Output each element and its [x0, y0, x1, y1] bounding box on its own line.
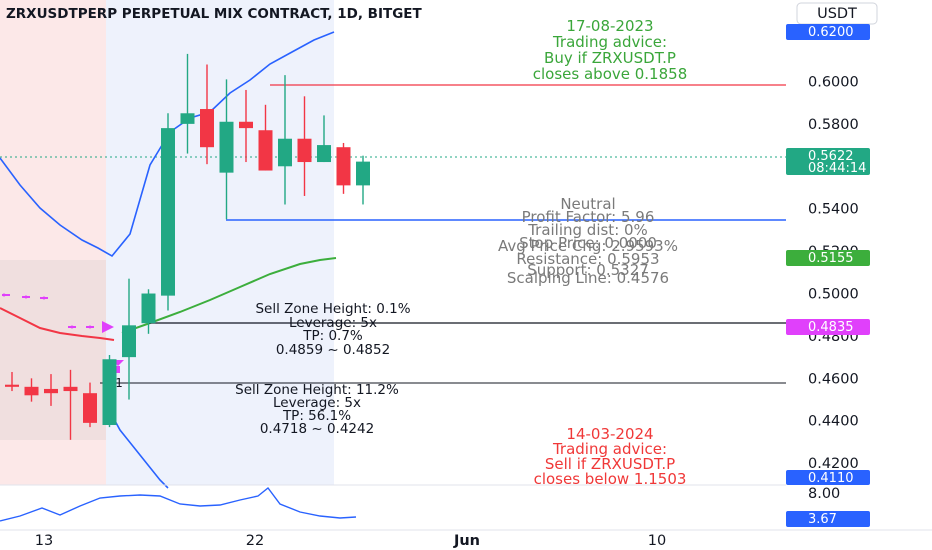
blue-shade-region: [106, 0, 334, 485]
candle-body: [356, 161, 370, 186]
sell-zone-lower: Sell Zone Height: 11.2% Leverage: 5x TP:…: [235, 382, 399, 437]
candle-body: [122, 325, 136, 358]
candle-body: [200, 109, 214, 148]
candle-body: [24, 386, 39, 396]
currency-label: USDT: [817, 6, 857, 22]
tag-current-bg: [786, 148, 870, 175]
sell-advice-block: 14-03-2024 Trading advice: Sell if ZRXUS…: [534, 425, 687, 488]
tag-bottom-value: 0.4110: [808, 471, 854, 486]
x-tick-label: Jun: [453, 533, 480, 549]
tag-top-value: 0.6200: [808, 25, 854, 40]
magenta-dash-markers: [2, 293, 94, 329]
red-average-line: [0, 307, 115, 341]
tag-current-value: 0.5622: [808, 149, 854, 164]
price-tick-label: 0.4600: [808, 371, 859, 387]
stat-profit-factor: Profit Factor: 5.96: [522, 208, 655, 226]
zone-lower-tp: TP: 56.1%: [282, 408, 351, 424]
candle-body: [317, 145, 331, 163]
tag-top-bg: [786, 24, 870, 40]
price-tick-label: 0.5400: [808, 202, 859, 218]
candle-body: [161, 128, 175, 296]
price-axis-bg: [786, 0, 932, 550]
stat-scalping: Scalping Line: 0.4576: [507, 269, 669, 287]
zone-upper-height: Sell Zone Height: 0.1%: [255, 301, 410, 317]
zone-lower-height: Sell Zone Height: 11.2%: [235, 382, 399, 398]
osc-top-label: 8.00: [808, 486, 840, 502]
candle-body: [180, 113, 195, 124]
candle-body: [83, 393, 97, 423]
tag-green-bg: [786, 250, 870, 266]
tag-magenta-value: 0.4835: [808, 320, 854, 335]
zone-upper-leverage: Leverage: 5x: [289, 315, 377, 331]
price-tick-label: 0.6000: [808, 74, 859, 90]
stat-support: Support: 0.5327: [527, 261, 649, 279]
zone-lower-leverage: Leverage: 5x: [273, 395, 361, 411]
price-tick-label: 0.5800: [808, 117, 859, 133]
chart-title: ZRXUSDTPERP PERPETUAL MIX CONTRACT, 1D, …: [6, 6, 423, 22]
sell-advice-date: 14-03-2024: [566, 425, 653, 443]
buy-advice-title: Trading advice:: [552, 33, 667, 51]
stat-status: Neutral: [560, 195, 615, 213]
candle-body: [141, 293, 156, 324]
buy-advice-block: 17-08-2023 Trading advice: Buy if ZRXUSD…: [533, 17, 687, 83]
oscillator-line: [0, 487, 357, 522]
tag-osc-value: 3.67: [808, 512, 837, 527]
sell-advice-threshold: closes below 1.1503: [534, 470, 687, 488]
stat-avg-price-chg: Avg Price Chg: 2.9593%: [498, 237, 678, 255]
stat-trailing: Trailing dist: 0%: [527, 221, 648, 239]
candle-body: [219, 121, 234, 173]
green-average-line: [121, 257, 337, 334]
price-tick-label: 0.5000: [808, 287, 859, 303]
buy-advice-threshold: closes above 0.1858: [533, 65, 687, 83]
tag-osc-bg: [786, 511, 870, 527]
candle-body: [239, 121, 253, 129]
tag-green-value: 0.5155: [808, 251, 854, 266]
price-tick-label: 0.4400: [808, 414, 859, 430]
buy-advice-date: 17-08-2023: [566, 17, 653, 35]
candle-body: [297, 138, 312, 163]
price-tick-label: 0.4200: [808, 456, 859, 472]
candle-body: [102, 359, 117, 425]
sell-advice-title: Trading advice:: [552, 440, 667, 458]
candle-body: [5, 384, 19, 387]
candles-group: [5, 53, 370, 440]
candle-body: [63, 386, 78, 392]
upper-band-line: [0, 31, 335, 258]
x-tick-label: 13: [35, 533, 53, 549]
sell-zone-upper: Sell Zone Height: 0.1% Leverage: 5x TP: …: [255, 301, 410, 358]
buy-advice-condition: Buy if ZRXUSDT.P: [544, 49, 676, 67]
x-tick-label: 10: [648, 533, 666, 549]
tag-countdown: 08:44:14: [808, 161, 866, 176]
zone-lower-range: 0.4718 ~ 0.4242: [260, 421, 374, 437]
x-tick-label: 22: [246, 533, 264, 549]
zone-upper-range: 0.4859 ~ 0.4852: [276, 342, 390, 358]
candle-body: [278, 138, 292, 167]
zone-upper-tp: TP: 0.7%: [302, 328, 363, 344]
candle-body: [336, 147, 351, 186]
sell-advice-condition: Sell if ZRXUSDT.P: [545, 455, 675, 473]
candle-body: [44, 388, 58, 394]
tag-bottom-bg: [786, 470, 870, 485]
candle-body: [258, 130, 273, 171]
tag-magenta-bg: [786, 319, 870, 335]
stat-stop-price: Stop Price: 0.0000: [519, 234, 657, 252]
stats-block: Neutral Profit Factor: 5.96 Trailing dis…: [498, 195, 678, 287]
buy-arrow-icon: [102, 321, 114, 333]
stat-resistance: Resistance: 0.5953: [516, 250, 659, 268]
